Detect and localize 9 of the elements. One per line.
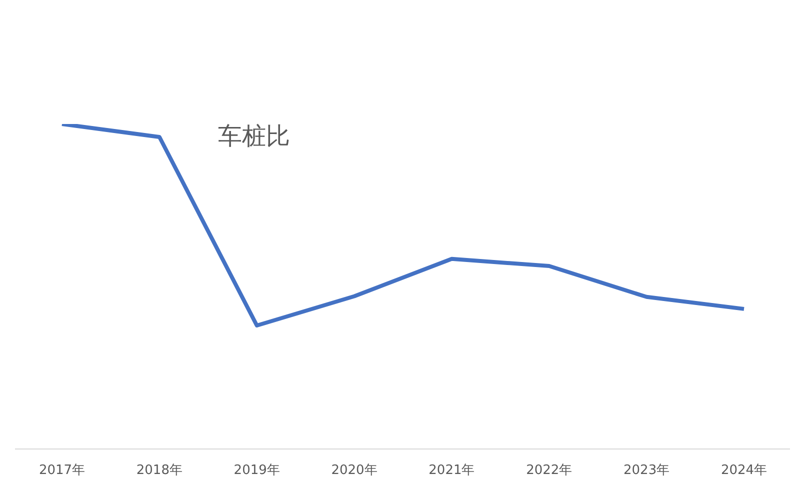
x-tick-label: 2017年 (38, 463, 86, 478)
x-tick-label: 2022年 (526, 463, 572, 478)
x-tick-label: 2024年 (720, 463, 768, 478)
x-tick-label: 2020年 (331, 463, 378, 478)
x-tick-label: 2023年 (624, 463, 670, 478)
x-tick-label: 2019年 (234, 463, 280, 478)
x-tick-label: 2018年 (136, 463, 182, 478)
x-tick-label: 2021年 (428, 463, 475, 478)
chart-title: 车桩比 (218, 121, 290, 152)
